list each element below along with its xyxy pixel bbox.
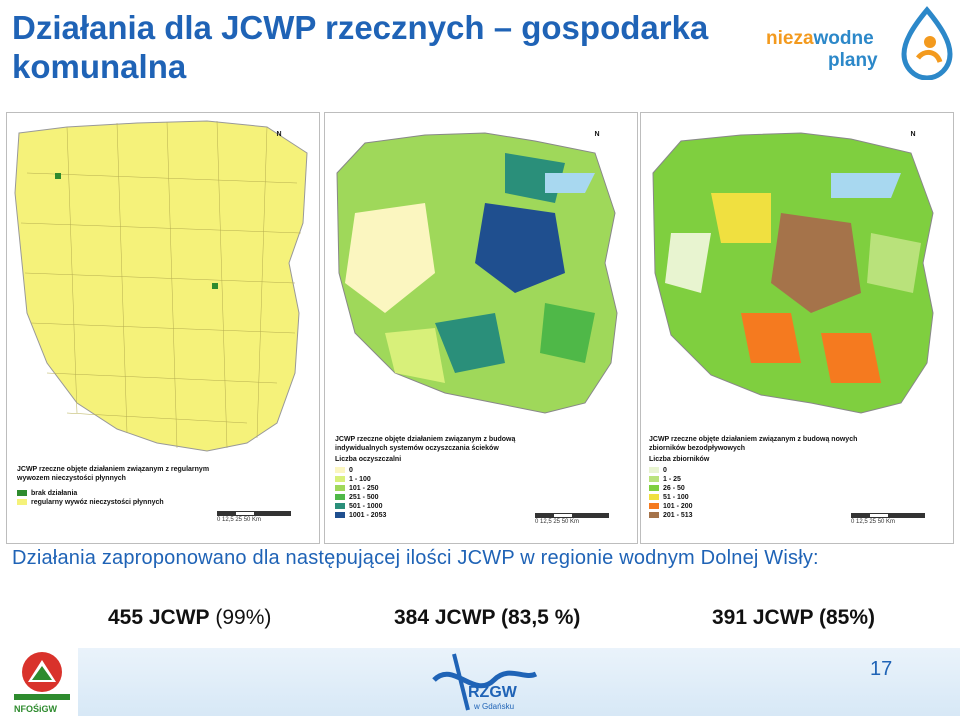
nfosigw-emblem-icon (14, 652, 70, 700)
legend-subtitle: Liczba oczyszczalni (335, 456, 402, 463)
north-arrow-icon: N (594, 131, 600, 138)
legend-item: 501 - 1000 (335, 502, 555, 511)
legend-item: 1 - 25 (649, 475, 869, 484)
page-number: 17 (870, 658, 893, 680)
map-septic-tanks: N JCWP rzeczne objęte działaniem związan… (640, 112, 954, 544)
legend-item: 1 - 100 (335, 475, 555, 484)
water-drop-icon (901, 6, 953, 80)
niezawodne-plany-logo: niezawodne plany (764, 6, 954, 82)
map-1-legend: JCWP rzeczne objęte działaniem związanym… (17, 465, 217, 507)
legend-item: 201 - 513 (649, 511, 869, 520)
legend-item: 101 - 200 (649, 502, 869, 511)
map-3-region (652, 132, 934, 414)
count-map-1: 455 JCWP (99%) (108, 606, 272, 629)
count-map-3: 391 JCWP (85%) (712, 606, 876, 629)
legend-item: 1001 - 2053 (335, 511, 555, 520)
slide-title: Działania dla JCWP rzecznych – gospodark… (12, 9, 709, 85)
logo-word-2: plany (828, 50, 878, 71)
legend-title: JCWP rzeczne objęte działaniem związanym… (649, 436, 858, 452)
legend-item: 0 (335, 466, 555, 475)
nfosigw-label: NFOŚiGW (14, 704, 57, 714)
scale-bar: 0 12,5 25 50 Km (535, 513, 609, 525)
rzgw-label: RZGW (468, 684, 517, 701)
rzgw-sublabel: w Gdańsku (474, 702, 515, 711)
legend-item: 26 - 50 (649, 484, 869, 493)
footer-band (78, 648, 960, 716)
map-2-region (336, 132, 618, 414)
legend-item: 0 (649, 466, 869, 475)
map-individual-treatment: N JCWP rzeczne objęte działaniem związan… (324, 112, 638, 544)
north-arrow-icon: N (276, 131, 282, 138)
rzgw-wave-icon (432, 653, 538, 711)
legend-item: 101 - 250 (335, 484, 555, 493)
nfosigw-logo: NFOŚiGW (8, 648, 76, 716)
map-1-region (14, 120, 308, 452)
legend-item: 251 - 500 (335, 493, 555, 502)
north-arrow-icon: N (910, 131, 916, 138)
legend-subtitle: Liczba zbiorników (649, 456, 710, 463)
map-2-legend: JCWP rzeczne objęte działaniem związanym… (335, 435, 555, 520)
scale-bar: 0 12,5 25 50 Km (851, 513, 925, 525)
legend-item: 51 - 100 (649, 493, 869, 502)
scale-bar: 0 12,5 25 50 Km (217, 511, 291, 523)
legend-title: JCWP rzeczne objęte działaniem związanym… (17, 466, 210, 482)
legend-item: regularny wywóz nieczystości płynnych (17, 498, 217, 507)
legend-item: brak działania (17, 489, 217, 498)
logo-word-1: niezawodne (766, 28, 874, 49)
rzgw-logo: RZGW w Gdańsku (424, 650, 544, 714)
description-text: Działania zaproponowano dla następującej… (12, 547, 819, 569)
count-map-2: 384 JCWP (83,5 %) (394, 606, 581, 629)
map-regular-waste-removal: N JCWP rzeczne objęte działaniem związan… (6, 112, 320, 544)
legend-title: JCWP rzeczne objęte działaniem związanym… (335, 436, 516, 452)
map-3-legend: JCWP rzeczne objęte działaniem związanym… (649, 435, 869, 520)
